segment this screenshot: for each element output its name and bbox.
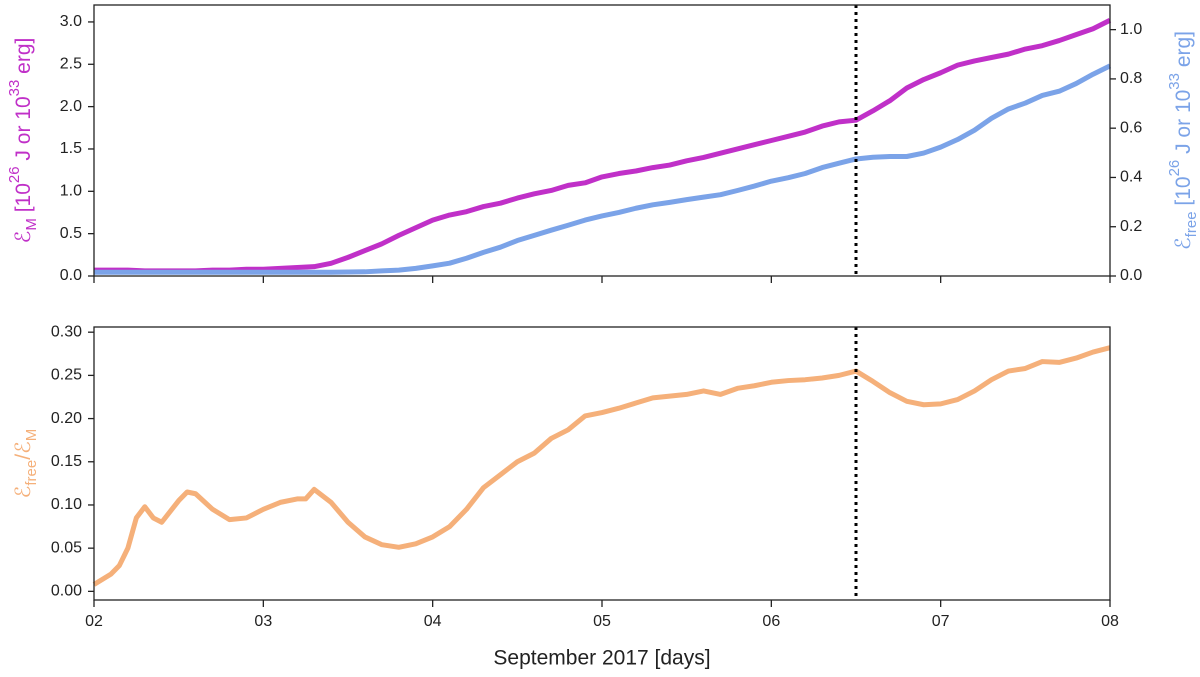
x-axis-label: September 2017 [days] [493, 647, 710, 670]
series-line [92, 345, 1111, 587]
y-tick-label: 0.30 [51, 323, 82, 340]
y2-tick-label: 0.6 [1120, 119, 1142, 136]
series-line [94, 63, 1112, 275]
axis-label: ℰM [1026 J or 1033 erg] [6, 38, 40, 244]
y2-tick-label: 1.0 [1120, 21, 1142, 38]
y-tick-label: 1.0 [60, 183, 82, 200]
plot-frame [93, 4, 1111, 277]
y2-tick-label: 0.4 [1120, 169, 1142, 186]
axis-label-part: ℰ [12, 231, 35, 244]
y-tick-label: 0.05 [51, 539, 82, 556]
x-tick-label: 04 [424, 613, 442, 630]
y-tick-label: 2.0 [60, 98, 82, 115]
axis-label-part: J or 10 [1172, 90, 1195, 160]
axis-label-part: /ℰ [12, 441, 35, 460]
y-tick-label: 3.0 [60, 13, 82, 30]
axis-label-part: ℰ [12, 486, 35, 499]
y-tick-label: 1.5 [60, 140, 82, 157]
y-tick-label: 0.15 [51, 453, 82, 470]
x-tick-label: 05 [593, 613, 611, 630]
axis-label: ℰfree [1026 J or 1033 erg] [1166, 31, 1200, 250]
axis-label-part: free [23, 460, 40, 486]
y2-tick-label: 0.8 [1120, 70, 1142, 87]
axis-label-part: 33 [1166, 73, 1183, 90]
axis-label-part: 26 [1166, 160, 1183, 177]
y-tick-label: 0.20 [51, 410, 82, 427]
x-tick-label: 02 [85, 613, 103, 630]
axis-label-part: erg] [1172, 31, 1195, 73]
axis-label-part: J or 10 [12, 96, 35, 166]
x-tick-label: 08 [1101, 613, 1119, 630]
axis-label: ℰfree/ℰM [12, 429, 41, 499]
x-tick-label: 06 [762, 613, 780, 630]
axis-label-part: ℰ [1172, 237, 1195, 250]
y2-tick-label: 0.2 [1120, 218, 1142, 235]
y-tick-label: 0.25 [51, 367, 82, 384]
y-tick-label: 0.00 [51, 583, 82, 600]
axis-label-part: free [1183, 211, 1200, 237]
x-tick-label: 07 [932, 613, 950, 630]
y-tick-label: 0.5 [60, 225, 82, 242]
series-line [94, 18, 1112, 274]
axis-label-part: [10 [1172, 176, 1195, 211]
axis-label-part: 33 [6, 80, 23, 97]
axis-label-part: M [23, 218, 40, 231]
y-tick-label: 0.0 [60, 267, 82, 284]
axis-label-part: erg] [12, 38, 35, 80]
x-tick-label: 03 [254, 613, 272, 630]
y2-tick-label: 0.0 [1120, 267, 1142, 284]
axis-label-part: [10 [12, 183, 35, 218]
plot-frame [93, 326, 1111, 601]
axis-label-part: 26 [6, 166, 23, 183]
axis-label-part: M [23, 429, 40, 442]
y-tick-label: 2.5 [60, 56, 82, 73]
y-tick-label: 0.10 [51, 496, 82, 513]
